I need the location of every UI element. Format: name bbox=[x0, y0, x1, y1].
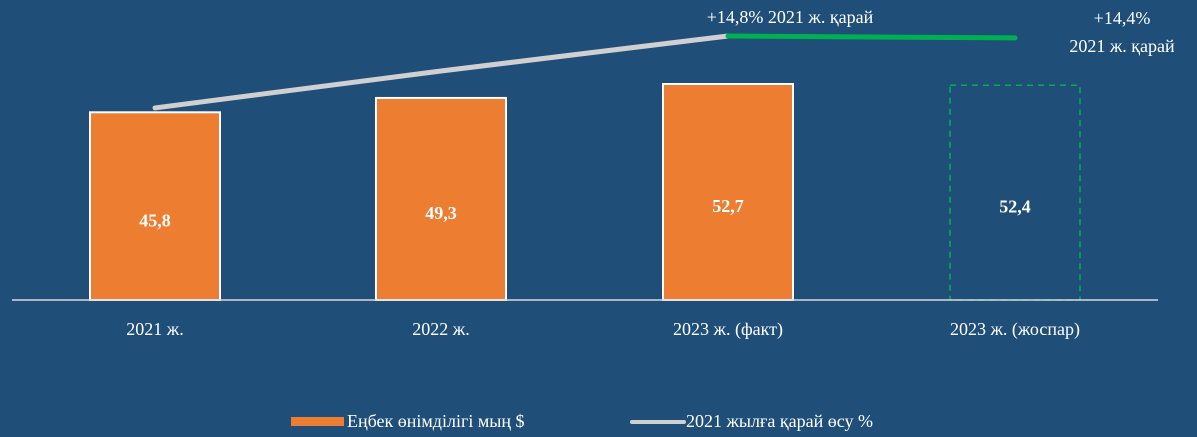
annotation: +14,8% 2021 ж. қарай bbox=[707, 7, 874, 27]
bar bbox=[375, 96, 507, 301]
legend-swatch bbox=[291, 417, 344, 426]
legend-label: Еңбек өнімділігі мың $ bbox=[347, 411, 524, 431]
x-tick-label: 2023 ж. (жоспар) bbox=[950, 319, 1080, 340]
x-tick-label: 2023 ж. (факт) bbox=[673, 319, 783, 340]
bar bbox=[662, 83, 794, 302]
growth-line-plan bbox=[725, 33, 1018, 41]
annotation: +14,4% bbox=[1094, 8, 1151, 28]
bar-value-label: 45,8 bbox=[139, 210, 171, 230]
bar bbox=[89, 111, 221, 302]
bar-value-label: 52,7 bbox=[712, 196, 744, 216]
annotation: 2021 ж. қарай bbox=[1069, 36, 1175, 56]
x-tick-label: 2022 ж. bbox=[412, 319, 469, 339]
bar-value-label: 49,3 bbox=[425, 203, 457, 223]
growth-line bbox=[152, 33, 731, 111]
x-tick-label: 2021 ж. bbox=[126, 319, 183, 339]
bar-value-label: 52,4 bbox=[999, 197, 1031, 217]
legend-label: 2021 жылға қарай өсу % bbox=[686, 411, 873, 431]
